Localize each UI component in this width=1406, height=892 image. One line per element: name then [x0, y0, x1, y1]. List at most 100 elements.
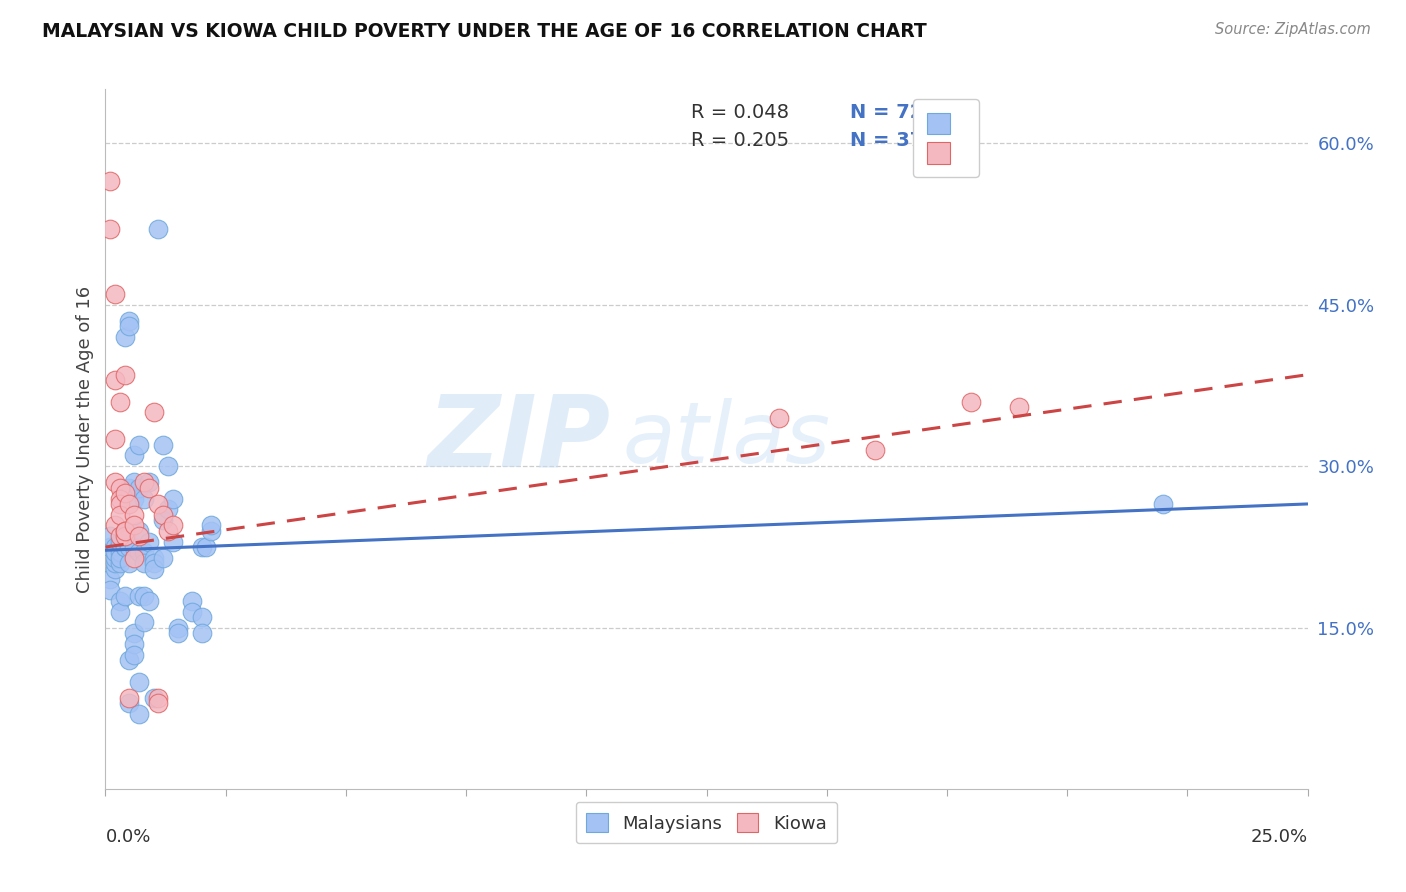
Point — [1152, 497, 1174, 511]
Point — [138, 481, 160, 495]
Point — [960, 394, 983, 409]
Point — [124, 518, 146, 533]
Point — [142, 550, 165, 565]
Point — [124, 491, 146, 506]
Point — [108, 481, 131, 495]
Point — [108, 394, 131, 409]
Point — [152, 438, 174, 452]
Point — [863, 443, 886, 458]
Point — [118, 556, 141, 570]
Point — [152, 508, 174, 522]
Y-axis label: Child Poverty Under the Age of 16: Child Poverty Under the Age of 16 — [76, 285, 94, 593]
Point — [104, 373, 127, 387]
Point — [104, 433, 127, 447]
Point — [124, 475, 146, 490]
Point — [114, 529, 136, 543]
Point — [98, 174, 121, 188]
Point — [108, 508, 131, 522]
Point — [104, 286, 127, 301]
Point — [104, 475, 127, 490]
Point — [142, 561, 165, 575]
Point — [128, 524, 150, 538]
Point — [128, 545, 150, 559]
Point — [132, 615, 155, 630]
Point — [156, 502, 179, 516]
Point — [132, 545, 155, 559]
Text: N = 37: N = 37 — [849, 131, 922, 150]
Point — [124, 508, 146, 522]
Point — [132, 475, 155, 490]
Point — [124, 648, 146, 662]
Point — [142, 405, 165, 419]
Point — [166, 621, 188, 635]
Point — [114, 486, 136, 500]
Point — [1008, 400, 1031, 414]
Text: 25.0%: 25.0% — [1250, 828, 1308, 846]
Point — [104, 550, 127, 565]
Point — [124, 449, 146, 463]
Point — [118, 497, 141, 511]
Text: 0.0%: 0.0% — [105, 828, 150, 846]
Point — [156, 459, 179, 474]
Point — [104, 545, 127, 559]
Point — [148, 497, 170, 511]
Point — [190, 626, 212, 640]
Point — [132, 491, 155, 506]
Point — [128, 529, 150, 543]
Point — [128, 706, 150, 721]
Point — [98, 583, 121, 598]
Point — [195, 540, 218, 554]
Point — [190, 540, 212, 554]
Point — [114, 589, 136, 603]
Point — [98, 573, 121, 587]
Point — [118, 319, 141, 334]
Point — [138, 475, 160, 490]
Text: N = 72: N = 72 — [849, 103, 922, 122]
Point — [128, 481, 150, 495]
Point — [114, 524, 136, 538]
Point — [114, 540, 136, 554]
Point — [200, 524, 222, 538]
Point — [162, 491, 184, 506]
Point — [128, 674, 150, 689]
Point — [104, 556, 127, 570]
Point — [152, 550, 174, 565]
Point — [118, 690, 141, 705]
Point — [118, 540, 141, 554]
Point — [124, 637, 146, 651]
Text: R = 0.048: R = 0.048 — [690, 103, 789, 122]
Point — [118, 314, 141, 328]
Point — [108, 529, 131, 543]
Point — [104, 540, 127, 554]
Point — [114, 330, 136, 344]
Point — [181, 605, 204, 619]
Point — [166, 626, 188, 640]
Point — [190, 610, 212, 624]
Text: atlas: atlas — [623, 398, 831, 481]
Point — [108, 550, 131, 565]
Point — [98, 540, 121, 554]
Point — [152, 513, 174, 527]
Point — [142, 556, 165, 570]
Point — [118, 653, 141, 667]
Text: ZIP: ZIP — [427, 391, 610, 488]
Point — [128, 438, 150, 452]
Point — [148, 222, 170, 236]
Point — [142, 690, 165, 705]
Point — [162, 518, 184, 533]
Point — [114, 368, 136, 382]
Point — [138, 534, 160, 549]
Point — [108, 556, 131, 570]
Point — [98, 222, 121, 236]
Point — [181, 594, 204, 608]
Point — [104, 518, 127, 533]
Text: R = 0.205: R = 0.205 — [690, 131, 789, 150]
Point — [148, 696, 170, 710]
Point — [200, 518, 222, 533]
Point — [108, 491, 131, 506]
Point — [124, 550, 146, 565]
Point — [104, 561, 127, 575]
Point — [114, 540, 136, 554]
Point — [114, 524, 136, 538]
Point — [138, 594, 160, 608]
